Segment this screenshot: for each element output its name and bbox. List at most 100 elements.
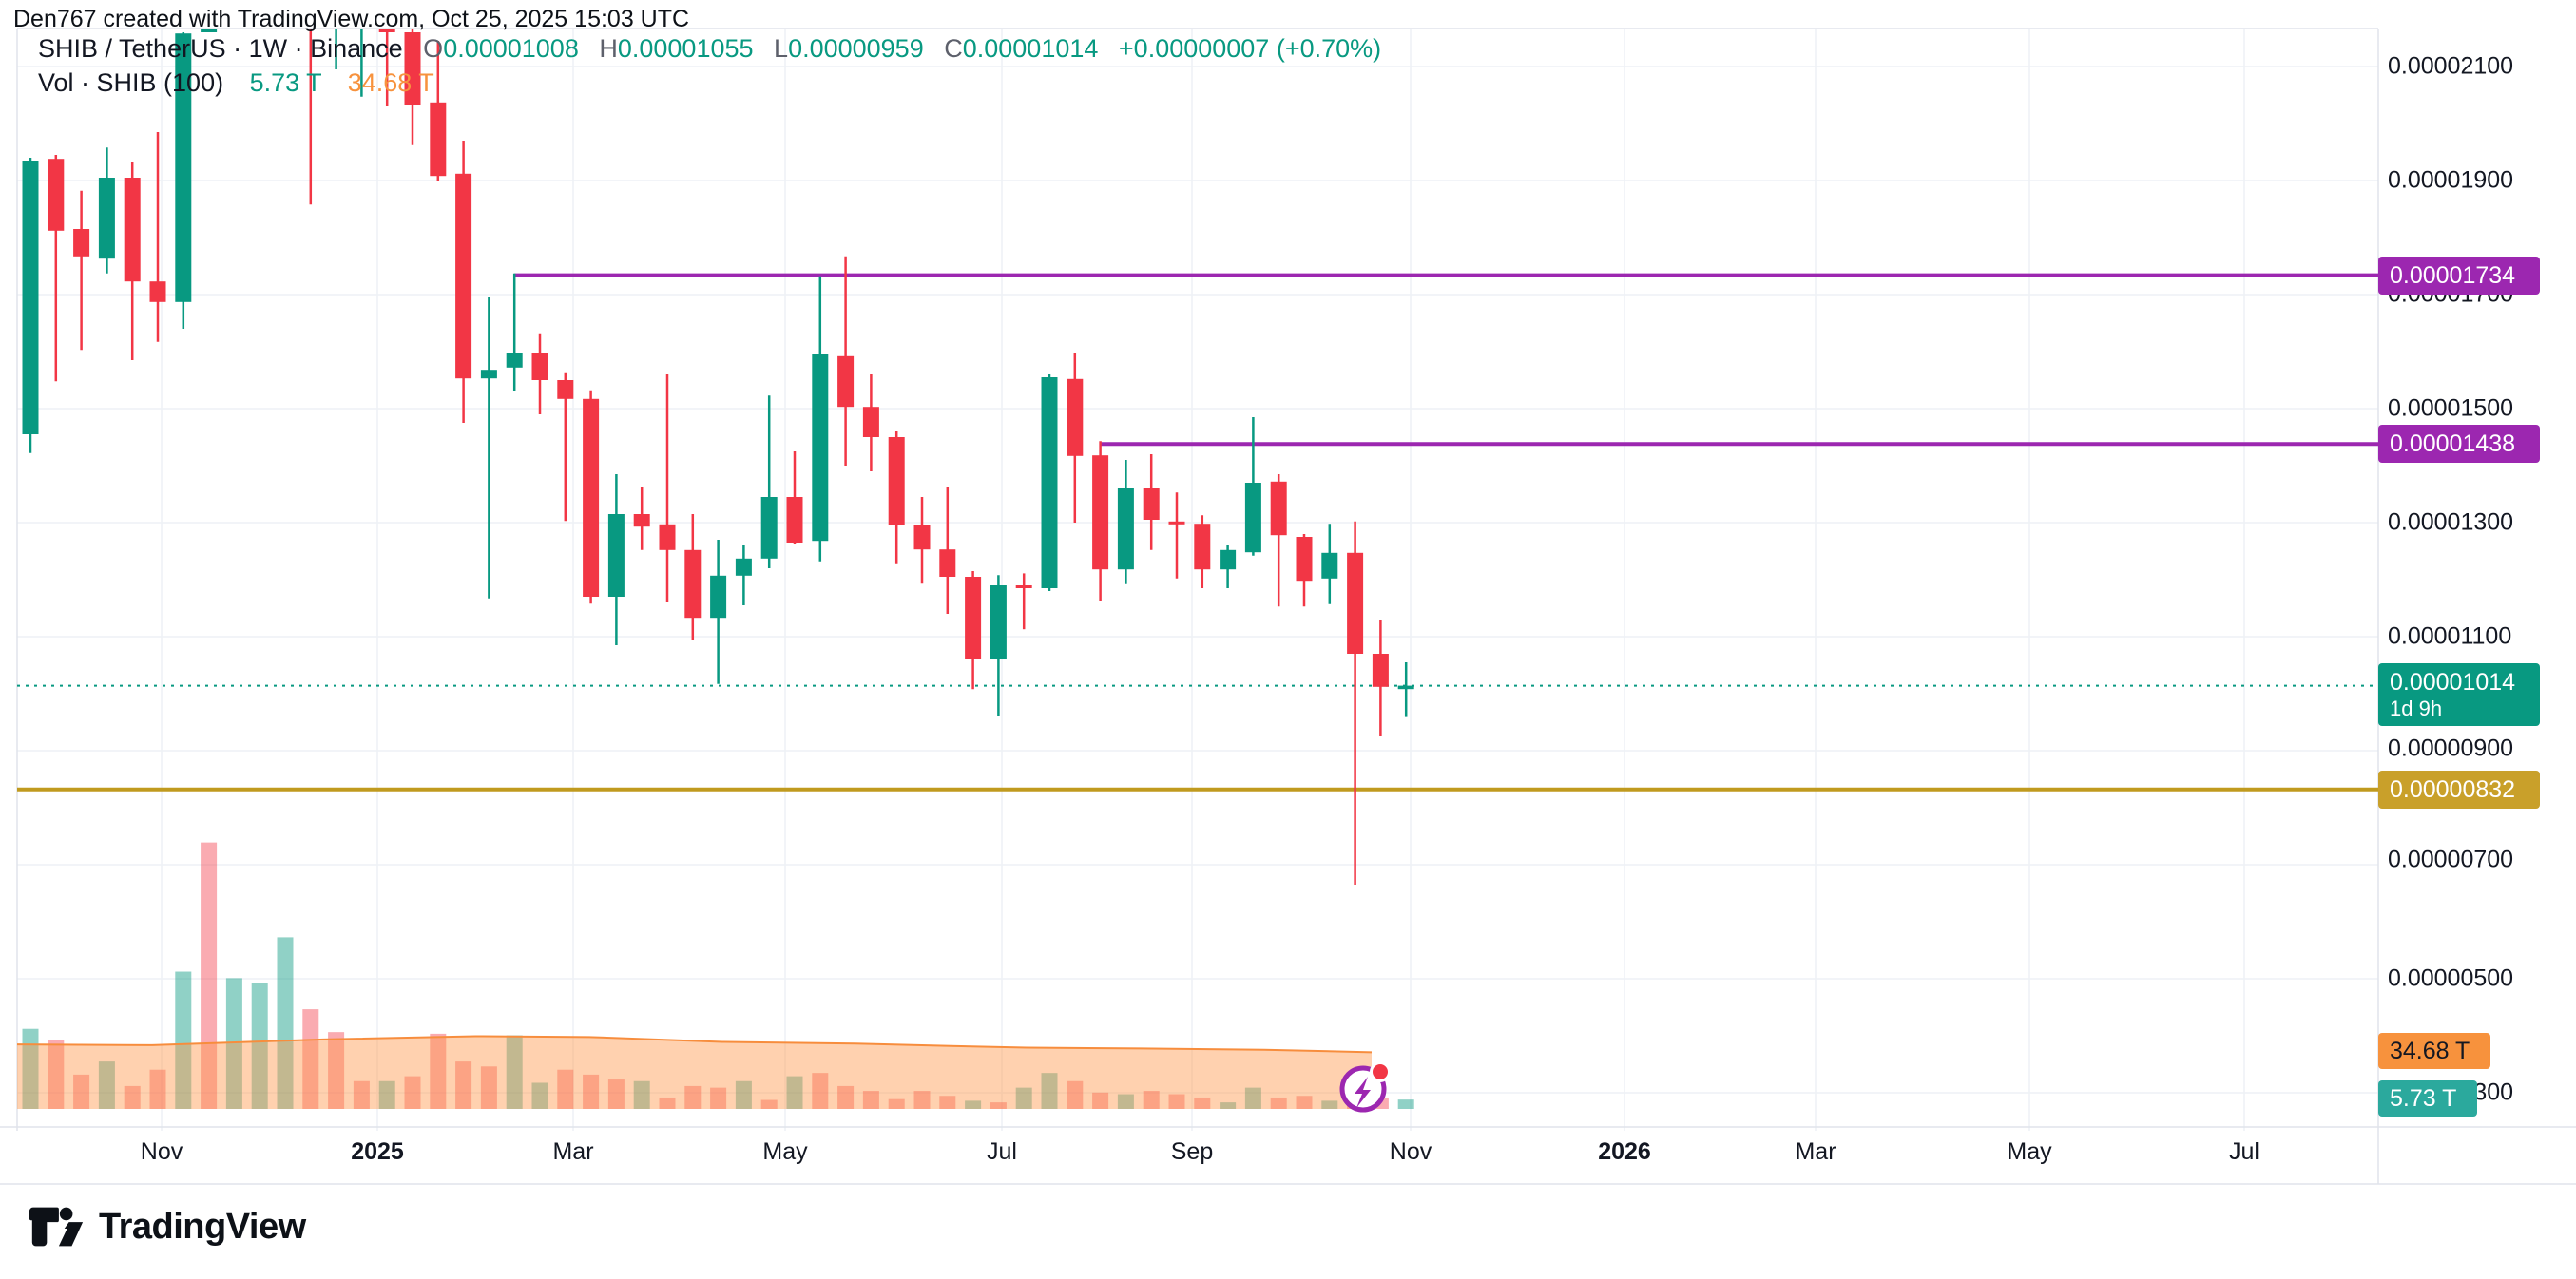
volume-bar bbox=[939, 1096, 956, 1109]
candle-body bbox=[1117, 488, 1134, 570]
price-badge: 0.00001734 bbox=[2378, 257, 2540, 295]
boost-lightning-icon[interactable] bbox=[1329, 1051, 1401, 1123]
open-value: 0.00001008 bbox=[443, 34, 579, 63]
volume-legend[interactable]: Vol · SHIB (100) 5.73 T 34.68 T bbox=[38, 68, 434, 98]
candle-body bbox=[837, 355, 855, 408]
volume-bar bbox=[1194, 1097, 1211, 1109]
candle-body bbox=[1321, 552, 1338, 579]
high-value: 0.00001055 bbox=[617, 34, 754, 63]
candle-body bbox=[888, 437, 905, 525]
volume-bar bbox=[913, 1091, 931, 1109]
volume-bar bbox=[837, 1085, 855, 1109]
volume-bar bbox=[1067, 1080, 1084, 1109]
volume-ma-area bbox=[17, 1036, 1372, 1109]
candle-body bbox=[404, 32, 421, 105]
candle-body bbox=[455, 173, 472, 379]
candle-body bbox=[1015, 585, 1032, 588]
candle-body bbox=[48, 159, 65, 231]
brand-name: TradingView bbox=[99, 1206, 306, 1247]
brand-footer: TradingView bbox=[27, 1205, 306, 1249]
candle-body bbox=[1372, 654, 1389, 687]
candle-body bbox=[149, 281, 166, 302]
volume-bar bbox=[277, 937, 294, 1109]
time-axis-label: 2025 bbox=[351, 1138, 404, 1165]
close-label: C bbox=[944, 34, 963, 63]
candle-body bbox=[939, 549, 956, 577]
volume-bar bbox=[175, 971, 192, 1109]
candle-body bbox=[1194, 524, 1211, 570]
volume-bar bbox=[251, 983, 268, 1109]
volume-bar bbox=[455, 1061, 472, 1109]
candle-body bbox=[1244, 483, 1261, 553]
candles bbox=[22, 29, 1414, 885]
time-axis-label: Nov bbox=[1389, 1138, 1432, 1165]
price-badge: 0.00001014 1d 9h bbox=[2378, 663, 2540, 726]
volume-bar bbox=[607, 1079, 625, 1109]
volume-bar bbox=[1321, 1100, 1338, 1109]
high-label: H bbox=[599, 34, 618, 63]
volume-bar bbox=[1143, 1091, 1160, 1109]
candle-body bbox=[1220, 549, 1237, 570]
candle-body bbox=[73, 229, 90, 257]
volume-bar bbox=[965, 1100, 982, 1109]
low-value: 0.00000959 bbox=[788, 34, 924, 63]
volume-bar bbox=[1397, 1099, 1414, 1109]
candle-body bbox=[786, 497, 803, 543]
volume-bar bbox=[684, 1085, 702, 1109]
price-axis-label: 0.00001500 bbox=[2388, 394, 2514, 422]
volume-bar bbox=[710, 1087, 727, 1109]
candle-body bbox=[175, 33, 192, 302]
volume-ma-line bbox=[17, 1035, 1373, 1054]
volume-bar bbox=[1270, 1097, 1287, 1109]
volume-bar bbox=[531, 1082, 548, 1109]
price-axis-label: 0.00002100 bbox=[2388, 52, 2514, 80]
candle-body bbox=[760, 497, 778, 559]
volume-bar bbox=[225, 978, 242, 1109]
notification-dot bbox=[1373, 1064, 1388, 1079]
volume-bar bbox=[378, 1080, 395, 1109]
time-axis-label: Jul bbox=[2229, 1138, 2259, 1165]
lightning-glyph bbox=[1355, 1077, 1371, 1108]
attribution-text: Den767 created with TradingView.com, Oct… bbox=[13, 6, 690, 32]
volume-bar bbox=[812, 1073, 829, 1109]
candle-body bbox=[583, 398, 600, 597]
candle-body bbox=[965, 577, 982, 659]
volume-bar bbox=[760, 1099, 778, 1109]
price-axis-label: 0.00001300 bbox=[2388, 508, 2514, 536]
volume-bar bbox=[480, 1066, 497, 1109]
candle-body bbox=[990, 585, 1007, 659]
candle-body bbox=[1168, 521, 1185, 525]
candle-body bbox=[98, 178, 115, 259]
time-axis-label: Mar bbox=[552, 1138, 594, 1165]
volume-bar bbox=[404, 1076, 421, 1109]
volume-bar bbox=[430, 1033, 447, 1109]
volume-bar bbox=[73, 1074, 90, 1109]
volume-bar bbox=[302, 1009, 319, 1109]
change-value: +0.00000007 (+0.70%) bbox=[1118, 34, 1382, 63]
symbol-legend[interactable]: SHIB / TetherUS · 1W · Binance O0.000010… bbox=[38, 34, 1381, 64]
time-axis-label: Sep bbox=[1170, 1138, 1214, 1165]
volume-bar bbox=[1092, 1092, 1109, 1109]
volume-bar bbox=[98, 1061, 115, 1109]
volume-bar bbox=[990, 1102, 1007, 1109]
volume-bar bbox=[786, 1076, 803, 1109]
candle-body bbox=[1143, 488, 1160, 520]
volume-bar bbox=[1117, 1094, 1134, 1109]
candle-body bbox=[862, 407, 879, 437]
volume-bar bbox=[659, 1097, 676, 1109]
candle-body bbox=[735, 558, 752, 576]
volume-bars bbox=[22, 842, 1414, 1109]
volume-bar bbox=[353, 1080, 370, 1109]
volume-indicator-title: Vol · SHIB (100) bbox=[38, 68, 224, 97]
volume-bar bbox=[1015, 1087, 1032, 1109]
open-label: O bbox=[423, 34, 444, 63]
price-axis-label: 0.00001900 bbox=[2388, 166, 2514, 194]
volume-bar bbox=[888, 1098, 905, 1109]
candle-body bbox=[1397, 685, 1414, 690]
time-axis-label: May bbox=[762, 1138, 808, 1165]
time-axis-label: Mar bbox=[1795, 1138, 1836, 1165]
price-axis-label: 0.00001100 bbox=[2388, 622, 2512, 650]
candle-body bbox=[812, 354, 829, 542]
price-badge: 5.73 T bbox=[2378, 1080, 2477, 1117]
